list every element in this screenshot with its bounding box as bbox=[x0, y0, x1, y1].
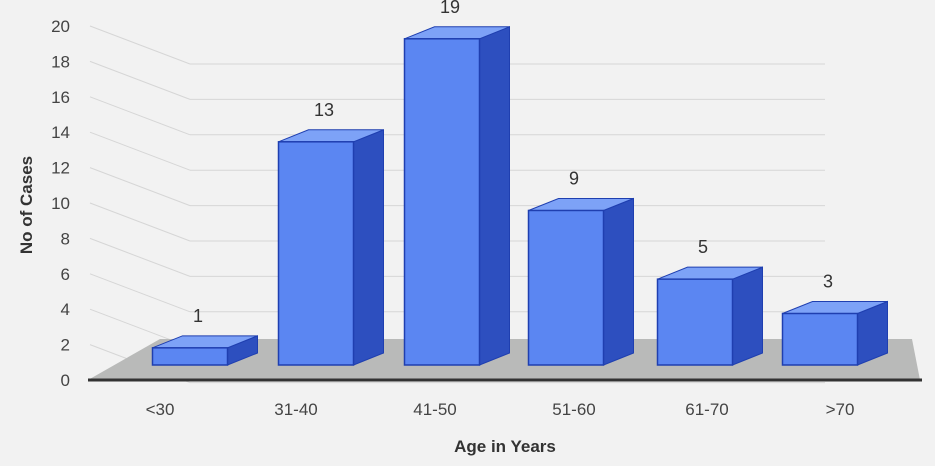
y-tick-label: 2 bbox=[61, 336, 70, 355]
bar-front bbox=[656, 278, 734, 366]
bar-2: 19 bbox=[403, 0, 510, 366]
bar-0: 1 bbox=[151, 306, 258, 366]
x-tick-label: 51-60 bbox=[552, 400, 595, 419]
x-tick-label: >70 bbox=[826, 400, 855, 419]
bar-side bbox=[732, 266, 763, 366]
gridline-diagonal bbox=[89, 237, 191, 277]
bar-3: 9 bbox=[527, 168, 634, 366]
y-tick-label: 14 bbox=[51, 123, 70, 142]
bar-side bbox=[353, 129, 384, 366]
bars: 1 13 19 9 5 3 bbox=[151, 0, 888, 366]
gridline-diagonal bbox=[89, 167, 191, 207]
gridline-diagonal bbox=[89, 96, 191, 136]
x-tick-label: 31-40 bbox=[274, 400, 317, 419]
x-tick-label: <30 bbox=[146, 400, 175, 419]
data-label: 19 bbox=[440, 0, 460, 17]
y-tick-label: 4 bbox=[61, 300, 70, 319]
bar-front bbox=[403, 38, 481, 366]
bar-side bbox=[479, 26, 510, 366]
x-axis-label: Age in Years bbox=[454, 437, 556, 456]
bar-side bbox=[603, 197, 634, 366]
data-label: 3 bbox=[823, 271, 833, 291]
x-axis-ticks: <30 31-40 41-50 51-60 61-70 >70 bbox=[146, 400, 855, 419]
y-tick-label: 16 bbox=[51, 88, 70, 107]
x-tick-label: 61-70 bbox=[685, 400, 728, 419]
x-tick-label: 41-50 bbox=[413, 400, 456, 419]
y-axis-ticks: 0 2 4 6 8 10 12 14 16 18 20 bbox=[51, 17, 70, 390]
bar-1: 13 bbox=[277, 100, 384, 366]
data-label: 13 bbox=[314, 100, 334, 120]
y-tick-label: 12 bbox=[51, 159, 70, 178]
y-tick-label: 18 bbox=[51, 52, 70, 71]
y-tick-label: 20 bbox=[51, 17, 70, 36]
gridline-diagonal bbox=[89, 60, 191, 100]
data-label: 9 bbox=[569, 168, 579, 188]
y-axis-label: No of Cases bbox=[17, 156, 36, 254]
bar-front bbox=[527, 209, 605, 366]
bar-5: 3 bbox=[781, 271, 888, 366]
gridline-diagonal bbox=[89, 202, 191, 242]
gridline-diagonal bbox=[89, 273, 191, 313]
bar-front bbox=[781, 312, 859, 366]
y-tick-label: 8 bbox=[61, 229, 70, 248]
gridline-diagonal bbox=[89, 131, 191, 171]
data-label: 5 bbox=[698, 237, 708, 257]
data-label: 1 bbox=[193, 306, 203, 326]
bar-front bbox=[277, 141, 355, 366]
bar-4: 5 bbox=[656, 237, 763, 366]
y-tick-label: 0 bbox=[61, 371, 70, 390]
gridline-diagonal bbox=[89, 25, 191, 65]
y-tick-label: 10 bbox=[51, 194, 70, 213]
y-tick-label: 6 bbox=[61, 265, 70, 284]
bar-front bbox=[151, 347, 229, 366]
